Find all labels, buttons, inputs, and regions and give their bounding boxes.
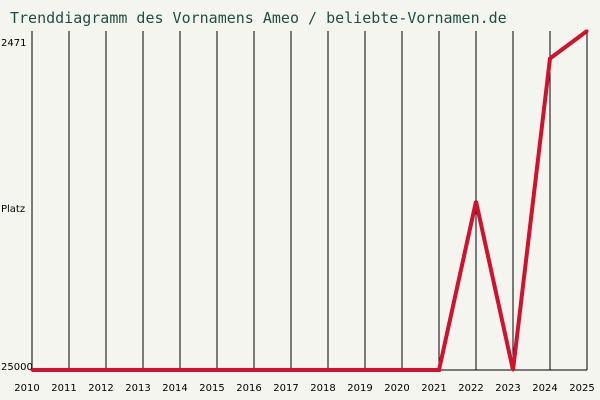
x-tick-label: 2021 [421,383,446,394]
data-point-2017 [289,368,293,372]
x-tick-label: 2022 [458,383,483,394]
y-tick-top: 2471 [1,38,26,49]
data-point-2012 [104,368,108,372]
x-tick-label: 2018 [310,383,335,394]
x-tick-label: 2014 [162,383,187,394]
data-point-2020 [400,368,404,372]
data-point-2015 [215,368,219,372]
x-tick-label: 2025 [569,383,594,394]
data-point-2023 [511,368,515,372]
x-tick-label: 2015 [199,383,224,394]
data-point-2025 [585,29,589,33]
x-tick-label: 2013 [125,383,150,394]
data-point-2018 [326,368,330,372]
data-point-2013 [141,368,145,372]
chart-title: Trenddiagramm des Vornamens Ameo / belie… [10,9,507,27]
data-point-2010 [30,368,34,372]
x-tick-label: 2024 [532,383,557,394]
x-tick-label: 2023 [495,383,520,394]
data-point-2021 [437,368,441,372]
x-tick-label: 2012 [88,383,113,394]
x-tick-labels: 2010 2011 2012 2013 2014 2015 2016 2017 2018 2019… [14,383,594,394]
data-point-2024 [548,57,552,61]
x-tick-label: 2010 [14,383,39,394]
y-tick-bottom: 25000 [1,362,33,373]
data-point-2011 [67,368,71,372]
x-tick-label: 2016 [236,383,261,394]
data-point-2019 [363,368,367,372]
series-group [30,29,589,372]
x-tick-label: 2017 [273,383,298,394]
y-axis-label: Platz [1,204,25,215]
x-tick-label: 2020 [384,383,409,394]
data-point-2016 [252,368,256,372]
data-point-2022 [474,199,478,203]
series-line-0 [32,29,589,372]
data-point-2014 [178,368,182,372]
x-tick-label: 2019 [347,383,372,394]
x-tick-label: 2011 [51,383,76,394]
